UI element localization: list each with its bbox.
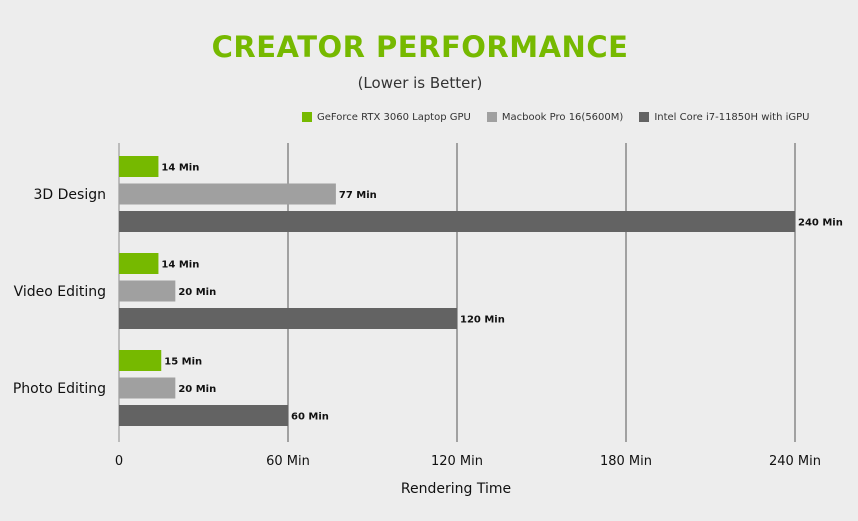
data-label: 77 Min	[339, 190, 377, 201]
legend-label-macbook: Macbook Pro 16(5600M)	[501, 111, 624, 123]
legend-item-macbook: Macbook Pro 16(5600M)	[486, 111, 624, 123]
category-label: Photo Editing	[13, 381, 106, 397]
bar	[119, 308, 457, 329]
bar	[119, 211, 795, 232]
bar	[119, 183, 336, 205]
x-tick-label: 60 Min	[266, 454, 310, 469]
data-label: 14 Min	[161, 260, 199, 271]
legend-item-rtx3060: GeForce RTX 3060 Laptop GPU	[302, 112, 471, 123]
legend: GeForce RTX 3060 Laptop GPU Macbook Pro …	[302, 110, 825, 124]
legend-swatch-intel	[639, 112, 650, 122]
bar	[119, 253, 159, 274]
chart-title: CREATOR PERFORMANCE	[211, 30, 629, 64]
data-label: 120 Min	[460, 315, 505, 326]
bar	[119, 377, 176, 399]
legend-swatch-rtx3060	[302, 112, 312, 122]
data-label: 20 Min	[178, 384, 216, 395]
bar	[119, 156, 159, 177]
x-tick-label: 120 Min	[431, 454, 483, 469]
data-label: 240 Min	[798, 218, 843, 229]
data-label: 15 Min	[164, 357, 202, 368]
category-label: Video Editing	[14, 284, 106, 300]
bar	[119, 405, 288, 426]
data-label: 60 Min	[291, 412, 329, 423]
data-label: 20 Min	[178, 287, 216, 298]
x-tick-label: 240 Min	[769, 454, 821, 469]
data-label: 14 Min	[161, 163, 199, 174]
x-tick-label: 0	[115, 454, 123, 469]
chart-subtitle: (Lower is Better)	[357, 74, 483, 92]
bar	[119, 350, 162, 371]
x-tick-label: 180 Min	[600, 454, 652, 469]
legend-swatch-macbook	[486, 112, 497, 122]
bar	[119, 280, 176, 302]
x-axis-title: Rendering Time	[401, 481, 511, 497]
legend-item-intel: Intel Core i7-11850H with iGPU	[639, 112, 809, 123]
legend-label-rtx3060: GeForce RTX 3060 Laptop GPU	[317, 111, 471, 123]
legend-label-intel: Intel Core i7-11850H with iGPU	[654, 111, 810, 123]
category-label: 3D Design	[34, 187, 106, 203]
